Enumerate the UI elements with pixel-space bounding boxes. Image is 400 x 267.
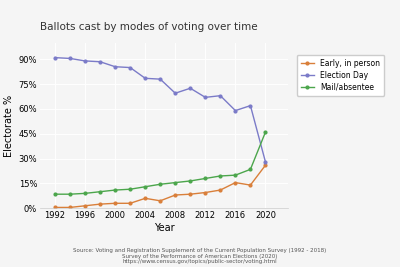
Early, in person — [128, 202, 132, 205]
Election Day — [263, 160, 268, 163]
Early, in person — [53, 206, 58, 209]
Line: Election Day: Election Day — [54, 56, 267, 163]
Early, in person — [218, 189, 223, 192]
Election Day — [98, 60, 102, 63]
Early, in person — [203, 191, 208, 194]
Early, in person — [143, 197, 148, 200]
Mail/absentee — [98, 190, 102, 193]
Mail/absentee — [113, 189, 118, 192]
Y-axis label: Electorate %: Electorate % — [4, 95, 14, 156]
Mail/absentee — [143, 185, 148, 188]
Mail/absentee — [53, 193, 58, 196]
Mail/absentee — [218, 174, 223, 178]
X-axis label: Year: Year — [154, 223, 174, 233]
Mail/absentee — [248, 168, 253, 171]
Line: Mail/absentee: Mail/absentee — [54, 131, 267, 196]
Early, in person — [248, 183, 253, 187]
Election Day — [248, 104, 253, 107]
Early, in person — [233, 181, 238, 184]
Mail/absentee — [188, 179, 193, 183]
Line: Early, in person: Early, in person — [54, 164, 267, 209]
Legend: Early, in person, Election Day, Mail/absentee: Early, in person, Election Day, Mail/abs… — [297, 55, 384, 96]
Election Day — [218, 94, 223, 97]
Early, in person — [263, 164, 268, 167]
Election Day — [143, 77, 148, 80]
Text: Ballots cast by modes of voting over time: Ballots cast by modes of voting over tim… — [40, 22, 258, 32]
Mail/absentee — [128, 188, 132, 191]
Mail/absentee — [83, 192, 88, 195]
Election Day — [53, 56, 58, 59]
Mail/absentee — [158, 183, 163, 186]
Mail/absentee — [263, 131, 268, 134]
Mail/absentee — [173, 181, 178, 184]
Mail/absentee — [68, 193, 72, 196]
Mail/absentee — [203, 177, 208, 180]
Election Day — [128, 66, 132, 69]
Early, in person — [113, 202, 118, 205]
Election Day — [188, 87, 193, 90]
Election Day — [173, 92, 178, 95]
Election Day — [158, 77, 163, 81]
Mail/absentee — [233, 174, 238, 177]
Early, in person — [83, 204, 88, 207]
Election Day — [83, 59, 88, 62]
Early, in person — [173, 193, 178, 197]
Early, in person — [68, 206, 72, 209]
Election Day — [233, 109, 238, 112]
Early, in person — [158, 199, 163, 202]
Early, in person — [188, 193, 193, 196]
Text: Source: Voting and Registration Supplement of the Current Population Survey (199: Source: Voting and Registration Suppleme… — [73, 248, 327, 264]
Early, in person — [98, 202, 102, 206]
Election Day — [68, 57, 72, 60]
Election Day — [113, 65, 118, 68]
Election Day — [203, 96, 208, 99]
